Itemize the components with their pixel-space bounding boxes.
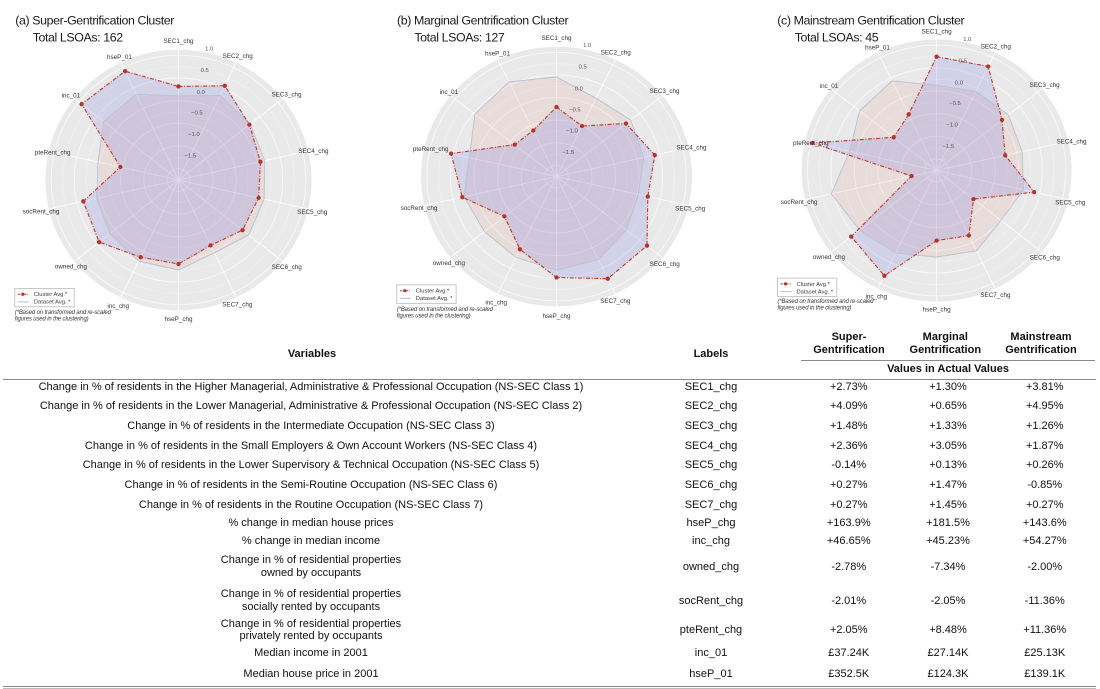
svg-text:SEC3_chg: SEC3_chg [649,88,680,95]
svg-text:hseP_chg: hseP_chg [164,316,193,323]
svg-text:(c) Mainstream Gentrification: (c) Mainstream Gentrification Cluster [777,14,964,28]
svg-text:SEC7_chg: SEC7_chg [600,298,631,305]
svg-text:hseP_chg: hseP_chg [923,307,952,314]
svg-text:owned_chg: owned_chg [813,254,846,261]
svg-text:(*Based on transformed and re-: (*Based on transformed and re-scaled [778,299,875,305]
svg-text:Total LSOAs: 45: Total LSOAs: 45 [795,30,879,44]
svg-text:hseP_01: hseP_01 [485,51,510,58]
svg-text:SEC1_chg: SEC1_chg [163,38,194,45]
svg-text:hseP_chg: hseP_chg [542,313,571,320]
svg-text:1.0: 1.0 [205,47,214,53]
svg-text:figures used in the clustering: figures used in the clustering) [397,313,471,319]
svg-text:−0.5: −0.5 [569,107,581,113]
svg-text:SEC7_chg: SEC7_chg [980,292,1011,299]
svg-text:SEC4_chg: SEC4_chg [1056,138,1087,145]
svg-text:pteRent_chg: pteRent_chg [793,140,829,147]
svg-text:1.0: 1.0 [583,43,592,49]
svg-text:0.0: 0.0 [955,80,964,86]
svg-text:−1.5: −1.5 [184,154,196,160]
svg-text:SEC2_chg: SEC2_chg [601,49,632,56]
svg-text:hseP_01: hseP_01 [107,54,132,61]
svg-text:−1.5: −1.5 [943,144,955,150]
svg-text:(*Based on transformed and re-: (*Based on transformed and re-scaled [15,310,112,316]
svg-text:SEC1_chg: SEC1_chg [922,29,953,36]
svg-text:Dataset Avg. *: Dataset Avg. * [34,300,71,306]
svg-text:inc_01: inc_01 [62,92,81,99]
svg-text:−0.5: −0.5 [949,101,961,107]
svg-text:inc_chg: inc_chg [107,303,129,310]
svg-text:0.5: 0.5 [959,58,968,64]
svg-text:SEC3_chg: SEC3_chg [1030,82,1061,89]
svg-text:figures used in the clustering: figures used in the clustering) [15,317,89,323]
svg-text:Dataset Avg. *: Dataset Avg. * [416,296,453,302]
svg-text:SEC3_chg: SEC3_chg [271,91,302,98]
svg-text:inc_01: inc_01 [820,83,839,90]
svg-text:pteRent_chg: pteRent_chg [413,146,449,153]
svg-text:owned_chg: owned_chg [433,260,466,267]
svg-text:−1.0: −1.0 [946,122,958,128]
svg-text:SEC2_chg: SEC2_chg [223,53,254,60]
svg-text:−1.0: −1.0 [188,132,200,138]
svg-text:SEC6_chg: SEC6_chg [272,264,303,271]
svg-text:Total LSOAs: 162: Total LSOAs: 162 [33,30,124,44]
svg-text:socRent_chg: socRent_chg [401,205,438,212]
svg-text:owned_chg: owned_chg [55,263,88,270]
svg-text:SEC5_chg: SEC5_chg [297,209,328,216]
svg-text:SEC7_chg: SEC7_chg [222,301,253,308]
svg-text:(a) Super-Gentrification Clust: (a) Super-Gentrification Cluster [15,14,174,28]
svg-text:Cluster Avg.*: Cluster Avg.* [34,292,68,298]
svg-text:socRent_chg: socRent_chg [23,208,60,215]
svg-text:−1.5: −1.5 [562,150,574,156]
svg-text:Total LSOAs: 127: Total LSOAs: 127 [414,30,505,44]
svg-text:SEC6_chg: SEC6_chg [650,261,681,268]
svg-text:inc_chg: inc_chg [485,300,507,307]
svg-text:0.0: 0.0 [575,86,584,92]
svg-text:Cluster Avg.*: Cluster Avg.* [797,282,831,288]
svg-text:1.0: 1.0 [963,37,972,43]
svg-text:pteRent_chg: pteRent_chg [35,150,71,157]
svg-text:0.5: 0.5 [201,68,210,74]
svg-text:SEC6_chg: SEC6_chg [1030,255,1061,262]
svg-text:inc_01: inc_01 [440,89,459,96]
svg-text:0.5: 0.5 [579,64,588,70]
svg-text:inc_chg: inc_chg [865,294,887,301]
svg-text:figures used in the clustering: figures used in the clustering) [778,306,852,312]
svg-text:SEC5_chg: SEC5_chg [1055,199,1086,206]
svg-text:SEC4_chg: SEC4_chg [676,144,707,151]
svg-text:hseP_01: hseP_01 [865,45,890,52]
svg-text:(b) Marginal Gentrification Cl: (b) Marginal Gentrification Cluster [397,14,569,28]
svg-text:SEC2_chg: SEC2_chg [981,43,1012,50]
svg-text:−1.0: −1.0 [566,129,578,135]
svg-text:SEC4_chg: SEC4_chg [298,148,329,155]
svg-text:SEC5_chg: SEC5_chg [675,206,706,213]
svg-text:Dataset Avg. *: Dataset Avg. * [797,289,834,295]
svg-text:socRent_chg: socRent_chg [781,199,818,206]
svg-text:Cluster Avg.*: Cluster Avg.* [416,289,450,295]
svg-text:−0.5: −0.5 [191,111,203,117]
svg-text:SEC1_chg: SEC1_chg [541,35,572,42]
svg-text:(*Based on transformed and re-: (*Based on transformed and re-scaled [397,307,494,313]
svg-text:0.0: 0.0 [197,90,206,96]
